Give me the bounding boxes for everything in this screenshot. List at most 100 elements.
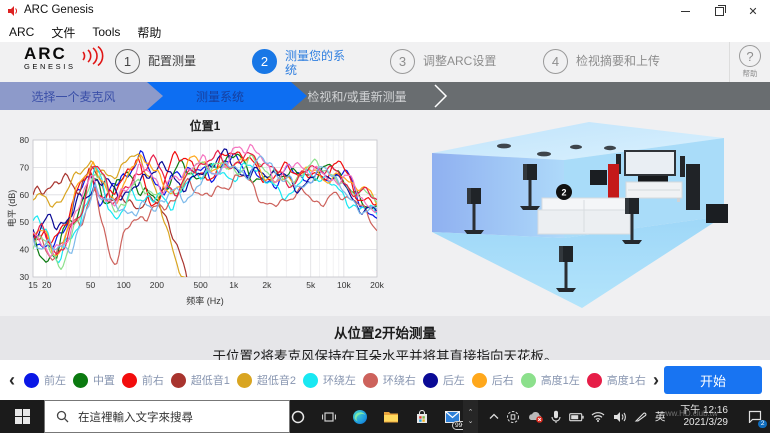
chart-title: 位置1 xyxy=(190,118,221,133)
logo-soundwaves-icon xyxy=(82,46,104,66)
onedrive-icon[interactable] xyxy=(528,411,544,423)
menu-item-help[interactable]: 帮助 xyxy=(137,25,162,40)
channel-label: 超低音2 xyxy=(256,375,296,387)
pen-icon[interactable] xyxy=(634,410,647,423)
channel-item[interactable]: 后左 xyxy=(422,372,465,388)
tv-screen xyxy=(626,152,674,174)
subnav: 检视和/或重新测量 测量系统 选择一个麦克风 xyxy=(0,82,770,110)
svg-text:2k: 2k xyxy=(262,280,272,290)
channel-item[interactable]: 后右 xyxy=(471,372,514,388)
instruction-line-1: 从位置2开始测量 xyxy=(333,326,436,341)
tray-expand-icon[interactable] xyxy=(489,413,499,420)
channel-item[interactable]: 超低音1 xyxy=(170,372,230,388)
system-tray: 英 xyxy=(481,400,673,433)
volume-icon[interactable] xyxy=(613,411,627,423)
main-content: 30 40 50 60 70 80 15 20 50 100 200 500 1k 2k 5k 10k 20k 频… xyxy=(0,110,770,364)
channel-dot xyxy=(236,372,252,388)
taskbar-overflow[interactable]: ⌃ ⌄ xyxy=(463,400,478,433)
channel-dot xyxy=(520,372,536,388)
help-button[interactable]: ? 帮助 xyxy=(729,42,770,82)
channel-label: 前左 xyxy=(44,375,66,387)
store-icon xyxy=(416,409,427,423)
red-tower-speaker xyxy=(608,164,619,200)
wall-speaker-right xyxy=(680,156,685,177)
file-explorer-button[interactable] xyxy=(375,400,406,433)
scroll-left-icon[interactable]: ‹ xyxy=(9,370,15,390)
subwoofer-left xyxy=(590,170,607,185)
wifi-icon[interactable] xyxy=(591,411,605,422)
menubar: ARC 文件 Tools 帮助 xyxy=(0,22,770,43)
step-3-adjust[interactable]: 3 调整ARC设置 xyxy=(390,49,496,74)
channel-item[interactable]: 前左 xyxy=(24,372,66,388)
microphone-icon[interactable] xyxy=(551,410,561,424)
step-4-review-upload[interactable]: 4 检视摘要和上传 xyxy=(543,49,660,74)
clock-date: 2021/3/29 xyxy=(683,417,729,428)
edge-icon xyxy=(352,409,367,424)
floor xyxy=(432,216,724,308)
tab-review-remeasure[interactable]: 检视和/或重新测量 xyxy=(307,89,407,104)
edge-button[interactable] xyxy=(344,400,375,433)
close-button[interactable]: ✕ xyxy=(736,0,770,22)
windows-start-button[interactable] xyxy=(0,400,44,433)
step-1-configure[interactable]: 1 配置测量 xyxy=(115,49,196,74)
channel-label: 高度1左 xyxy=(540,375,580,387)
channel-dot xyxy=(170,372,186,388)
series-extra xyxy=(33,155,377,254)
svg-text:40: 40 xyxy=(20,245,30,255)
windows-hello-icon[interactable] xyxy=(506,410,520,424)
svg-text:频率 (Hz): 频率 (Hz) xyxy=(186,295,224,306)
channel-label: 环绕右 xyxy=(382,375,416,387)
channel-item[interactable]: 前右 xyxy=(121,372,164,388)
action-center-icon xyxy=(748,410,762,423)
step-2-measure[interactable]: 2 测量您的系统 xyxy=(252,49,355,77)
menu-item-arc[interactable]: ARC xyxy=(9,25,35,39)
series-超低音2 xyxy=(33,153,187,277)
battery-icon[interactable] xyxy=(568,412,584,422)
step-2-label: 测量您的系统 xyxy=(285,49,346,77)
channel-label: 超低音1 xyxy=(190,375,230,387)
scroll-right-icon[interactable]: › xyxy=(653,370,659,390)
store-button[interactable] xyxy=(406,400,437,433)
cortana-button[interactable] xyxy=(282,400,313,433)
search-icon xyxy=(56,410,69,423)
channel-item[interactable]: 中置 xyxy=(72,372,115,388)
chart-ylabel: 电平 (dB) xyxy=(6,190,17,228)
channel-item[interactable]: 高度1左 xyxy=(520,372,580,388)
task-view-button[interactable] xyxy=(313,400,344,433)
clock[interactable]: 下午 12:16 2021/3/29 xyxy=(676,405,728,429)
channel-strip: ‹ 前左 中置 前右 超低音1 超低音2 环绕左 环绕右 后左 后右 高度1左 高度1右 › 开始 xyxy=(0,360,770,400)
svg-text:10k: 10k xyxy=(337,280,351,290)
taskbar-search[interactable]: 在這裡輸入文字來搜尋 xyxy=(44,400,290,433)
svg-text:500: 500 xyxy=(194,280,208,290)
tab-measure-system-label: 测量系统 xyxy=(195,89,244,104)
logo-text-arc: ARC xyxy=(24,44,67,63)
minimize-button[interactable] xyxy=(668,0,702,22)
close-icon: ✕ xyxy=(748,5,758,18)
restore-icon xyxy=(714,4,726,16)
menu-item-file[interactable]: 文件 xyxy=(51,25,76,40)
svg-text:200: 200 xyxy=(150,280,164,290)
mail-button[interactable]: 99+ xyxy=(437,400,469,433)
logo-text-genesis: GENESIS xyxy=(24,62,76,71)
svg-text:5k: 5k xyxy=(306,280,316,290)
maximize-button[interactable] xyxy=(702,0,736,22)
channel-dot xyxy=(471,372,487,388)
menu-item-tools[interactable]: Tools xyxy=(92,25,121,39)
svg-text:15: 15 xyxy=(28,280,38,290)
action-center-button[interactable]: 2 xyxy=(740,400,770,433)
tab-select-microphone[interactable]: 选择一个麦克风 xyxy=(0,82,163,110)
channel-item[interactable]: 超低音2 xyxy=(236,372,296,388)
svg-text:50: 50 xyxy=(86,280,96,290)
series-后右 xyxy=(33,154,377,256)
series-extra xyxy=(33,143,377,258)
channel-item[interactable]: 环绕右 xyxy=(362,372,416,388)
channel-label: 高度1右 xyxy=(606,375,646,387)
channel-item[interactable]: 高度1右 xyxy=(586,372,646,388)
channel-dot xyxy=(302,372,318,388)
series-环绕右 xyxy=(33,174,377,265)
language-indicator[interactable]: 英 xyxy=(654,411,666,423)
subwoofer-right xyxy=(706,204,728,223)
channel-item[interactable]: 环绕左 xyxy=(302,372,356,388)
quick-launch: 99+ xyxy=(282,400,482,433)
start-button[interactable]: 开始 xyxy=(664,366,762,394)
